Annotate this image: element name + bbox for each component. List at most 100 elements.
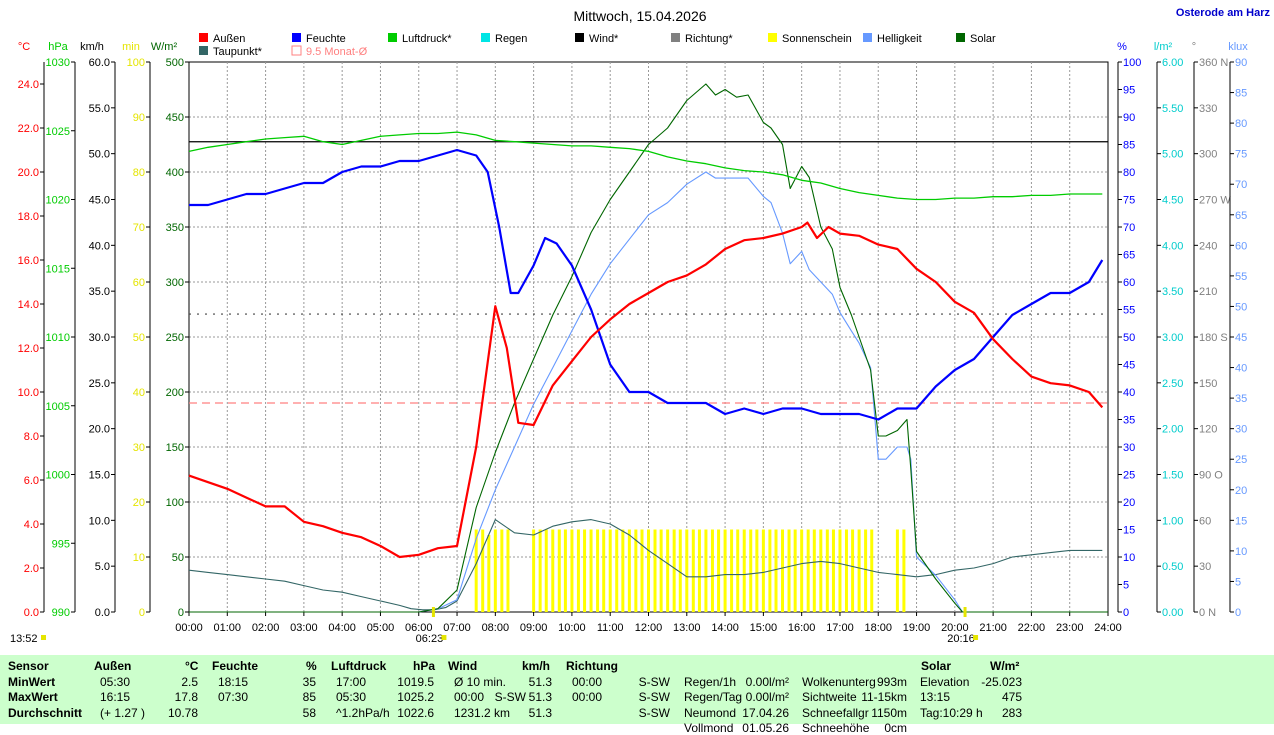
axis-tick-label-humidity: 55: [1123, 305, 1135, 317]
axis-tick-label-wind: 15.0: [89, 470, 110, 482]
sunshine-bar: [666, 529, 670, 612]
series-luftdruck: [188, 131, 1103, 201]
hdr-wind-unit: km/h: [522, 659, 551, 673]
sunshine-bar: [717, 529, 721, 612]
sunshine-bar: [557, 529, 561, 612]
axis-tick-label-wind: 45.0: [89, 195, 110, 207]
legend-label: Helligkeit: [877, 33, 922, 45]
sunshine-bar: [583, 529, 587, 612]
axis-tick-label-humidity: 65: [1123, 250, 1135, 262]
axis-tick-label-wind: 5.0: [95, 561, 110, 573]
summary-cell-wind-val: 51.3: [528, 674, 552, 689]
legend-label: 9.5 Monat-Ø: [306, 46, 368, 58]
summary-cell-luft-val: 1019.5: [397, 674, 434, 689]
axis-tick-label-solar: 450: [166, 112, 184, 124]
axis-tick-label-pressure: 1025: [46, 126, 70, 138]
summary-cell-luft-time: ^1.2hPa/h: [336, 705, 390, 720]
axis-tick-label-lux: 10: [1235, 546, 1247, 558]
axis-tick-label-temp: 4.0: [24, 519, 39, 531]
sunshine-bar: [902, 529, 906, 612]
sunshine-bar: [691, 529, 695, 612]
sunshine-bar: [627, 529, 631, 612]
axis-tick-label-lux: 65: [1235, 210, 1247, 222]
summary-cell-aussen-time: 05:30: [100, 674, 131, 689]
legend-swatch: [199, 46, 208, 55]
hdr-luftdruck-unit: hPa: [413, 659, 436, 673]
x-tick-label: 14:00: [711, 622, 739, 634]
sunshine-bars: [474, 529, 906, 612]
summary-cell-luft-time: 17:00: [336, 674, 367, 689]
sunshine-bar: [487, 535, 491, 612]
axis-unit-direction: °: [1192, 41, 1196, 53]
sunshine-bar: [774, 529, 778, 612]
axis-tick-label-rain: 0.00: [1162, 607, 1183, 619]
axis-tick-label-humidity: 30: [1123, 442, 1135, 454]
legend: Außen Feuchte Luftdruck* Regen Wind* Richtung…: [199, 33, 996, 58]
summary-cell-sol-val: 475: [1001, 690, 1022, 705]
axis-tick-label-temp: 20.0: [18, 167, 39, 179]
summary-cell-misc1-val: 0.00l/m²: [745, 674, 789, 689]
axis-tick-label-wind: 55.0: [89, 103, 110, 115]
x-tick-label: 02:00: [252, 622, 280, 634]
axis-tick-label-direction: 360 N: [1199, 57, 1228, 69]
series-taupunkt: [188, 519, 1103, 611]
summary-cell-richt-time: 00:00: [572, 674, 603, 689]
axis-tick-label-sun_min: 40: [133, 387, 145, 399]
axis-tick-label-direction: 300: [1199, 149, 1217, 161]
x-tick-label: 22:00: [1018, 622, 1046, 634]
legend-label: Feuchte: [306, 33, 346, 45]
series-feuchte: [189, 148, 1104, 421]
sunshine-bar: [544, 529, 548, 612]
summary-cell-wind-val: 51.3: [528, 690, 552, 705]
axis-tick-label-sun_min: 70: [133, 222, 145, 234]
axis-tick-label-rain: 3.50: [1162, 286, 1183, 298]
summary-cell-aussen-time: (+ 1.27 ): [100, 705, 146, 720]
sunshine-bar: [844, 529, 848, 612]
sunshine-bar: [634, 529, 638, 612]
axis-tick-label-lux: 90: [1235, 57, 1247, 69]
axis-tick-label-rain: 1.00: [1162, 515, 1183, 527]
legend-swatch: [481, 33, 490, 42]
sunshine-bar: [532, 529, 536, 612]
axis-tick-label-pressure: 1015: [46, 263, 70, 275]
axis-tick-label-wind: 60.0: [89, 57, 110, 69]
axis-tick-label-temp: 10.0: [18, 387, 39, 399]
axis-tick-label-humidity: 35: [1123, 415, 1135, 427]
sunshine-bar: [895, 529, 899, 612]
axis-tick-label-rain: 6.00: [1162, 57, 1183, 69]
sunshine-bar: [710, 529, 714, 612]
x-tick-label: 10:00: [558, 622, 586, 634]
axis-unit-temp: °C: [18, 41, 30, 53]
axis-tick-label-humidity: 90: [1123, 112, 1135, 124]
sunshine-bar: [615, 529, 619, 612]
summary-cell-sol-label: Elevation: [920, 674, 970, 689]
axis-tick-label-direction: 240: [1199, 240, 1217, 252]
sunshine-bar: [640, 529, 644, 612]
summary-cell-feuchte-time: 18:15: [218, 674, 249, 689]
axis-unit-pressure: hPa: [48, 41, 68, 53]
axis-tick-label-lux: 35: [1235, 393, 1247, 405]
axis-tick-label-wind: 10.0: [89, 515, 110, 527]
sunshine-bar: [659, 529, 663, 612]
x-tick-label: 13:00: [673, 622, 701, 634]
x-tick-label: 18:00: [864, 622, 892, 634]
summary-cell-misc2-val: 993m: [876, 674, 907, 689]
legend-label: Regen: [495, 33, 527, 45]
hdr-luftdruck: Luftdruck: [331, 659, 387, 673]
summary-cell-wind-a: 00:00: [454, 690, 485, 705]
now-icon: [41, 635, 46, 640]
axis-tick-label-solar: 300: [166, 277, 184, 289]
x-axis: 00:00 01:00 02:00 03:00 04:00 05:00 06:00 07:00…: [175, 612, 1122, 634]
sunshine-bar: [678, 529, 682, 612]
axis-tick-label-lux: 60: [1235, 240, 1247, 252]
axis-tick-label-sun_min: 0: [139, 607, 145, 619]
hdr-feuchte: Feuchte: [212, 659, 259, 673]
series-lines: [188, 83, 1108, 613]
axis-tick-label-sun_min: 60: [133, 277, 145, 289]
summary-cell-sol-label: 13:15: [920, 690, 951, 705]
axis-unit-wind: km/h: [80, 41, 104, 53]
summary-cell-misc2-val: 11-15km: [861, 690, 907, 705]
axis-tick-label-humidity: 100: [1123, 57, 1141, 69]
axis-tick-label-lux: 30: [1235, 424, 1247, 436]
summary-cell-wind-a: 1231.2 km: [454, 705, 511, 720]
